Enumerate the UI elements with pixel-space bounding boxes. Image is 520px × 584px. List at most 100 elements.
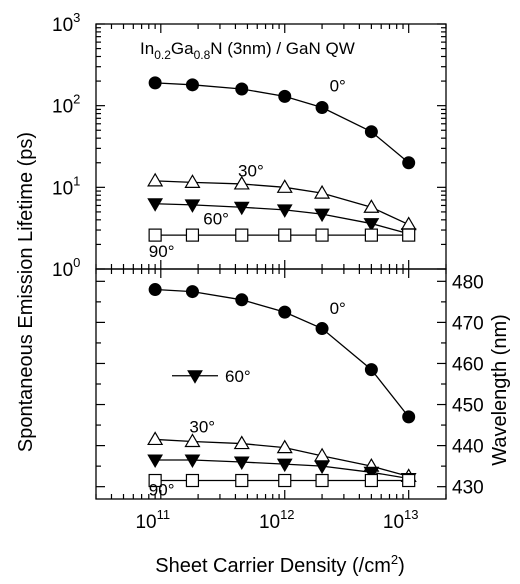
anno-in: In	[140, 39, 154, 58]
sample-annotation: In0.2Ga0.8N (3nm) / GaN QW	[140, 39, 355, 62]
label-bottom-90deg: 90°	[149, 481, 175, 500]
legend-60deg: 60°	[172, 367, 251, 386]
point-open-square	[402, 473, 416, 488]
series-top-1	[147, 172, 417, 231]
point-open-triangle	[400, 216, 417, 231]
point-filled-triangle-down	[184, 454, 201, 468]
point-open-triangle	[147, 431, 164, 446]
point-open-square	[315, 473, 329, 488]
label-top-30deg: 30°	[238, 162, 264, 181]
y-tick-label-top: 100	[52, 255, 80, 281]
anno-in-sub: 0.2	[154, 48, 171, 62]
point-filled-circle	[148, 283, 162, 297]
point-open-square	[148, 228, 162, 242]
point-open-square	[278, 228, 292, 242]
point-filled-circle	[402, 156, 416, 170]
point-filled-circle	[315, 322, 329, 336]
point-open-triangle	[147, 172, 164, 187]
x-axis-title: Sheet Carrier Density (/cm2)	[155, 552, 405, 577]
top-panel-frame	[95, 23, 447, 270]
x-tick-label: 1012	[259, 507, 295, 533]
left-axis-title: Spontaneous Emission Lifetime (ps)	[15, 132, 37, 452]
annotations: 0° 30° 60° 90° 0° 30° 90° 60°	[149, 76, 346, 499]
label-bottom-30deg: 30°	[189, 417, 215, 436]
y-tick-label-bottom: 430	[452, 478, 484, 499]
point-filled-triangle-down	[187, 370, 203, 384]
anno-ga-sub: 0.8	[194, 48, 211, 62]
series-layer	[147, 76, 417, 488]
x-axis-title-close: )	[398, 555, 405, 577]
y-tick-label-base: 10	[52, 178, 73, 199]
y-tick-label-base: 10	[52, 97, 73, 118]
anno-ga: Ga	[171, 39, 194, 58]
point-open-triangle	[276, 179, 293, 193]
label-bottom-0deg: 0°	[330, 299, 346, 318]
point-open-triangle	[184, 433, 201, 448]
point-filled-circle	[364, 363, 378, 377]
point-open-square	[235, 228, 249, 242]
point-filled-circle	[402, 410, 416, 424]
x-tick-label: 1011	[135, 507, 170, 533]
point-filled-triangle-down	[147, 454, 164, 468]
right-axis-title: Wavelength (nm)	[489, 314, 511, 466]
point-filled-triangle-down	[184, 199, 201, 213]
x-tick-label-exp: 11	[157, 507, 171, 522]
y-tick-label-bottom: 440	[452, 437, 484, 458]
point-filled-circle	[235, 82, 249, 96]
point-filled-triangle-down	[314, 208, 330, 223]
x-tick-label-base: 10	[259, 512, 280, 533]
y-tick-label-top: 101	[52, 173, 80, 199]
series-top-3	[148, 228, 416, 242]
label-top-0deg: 0°	[330, 76, 346, 95]
legend-label: 60°	[225, 367, 251, 386]
point-filled-circle	[235, 293, 249, 307]
y-tick-label-bottom: 460	[452, 354, 484, 375]
point-filled-triangle-down	[276, 458, 293, 473]
point-filled-circle	[364, 125, 378, 139]
y-tick-label-top: 103	[52, 10, 80, 36]
point-open-square	[402, 228, 416, 242]
point-open-square	[148, 473, 162, 488]
x-tick-label-base: 10	[135, 512, 156, 533]
point-open-square	[185, 473, 200, 488]
point-open-square	[185, 228, 200, 242]
point-open-triangle	[184, 174, 201, 188]
point-filled-circle	[278, 305, 292, 319]
y-tick-label-bottom: 480	[452, 272, 484, 293]
tick-labels: 1011 1012 10131001011021034304404504604704…	[52, 10, 484, 533]
point-filled-circle	[185, 78, 199, 92]
point-filled-triangle-down	[233, 201, 250, 216]
point-open-triangle	[363, 199, 380, 213]
y-tick-label-exp: 1	[73, 173, 80, 188]
series-bottom-3	[148, 473, 416, 488]
x-tick-label: 1013	[383, 507, 419, 533]
point-filled-circle	[148, 76, 162, 90]
y-tick-label-bottom: 450	[452, 396, 484, 417]
point-filled-circle	[315, 100, 329, 114]
bottom-panel-frame	[95, 268, 447, 500]
point-open-square	[315, 228, 329, 242]
point-open-square	[235, 473, 249, 488]
point-filled-triangle-down	[147, 198, 164, 212]
label-top-90deg: 90°	[149, 242, 175, 261]
label-top-60deg: 60°	[203, 210, 229, 229]
y-tick-label-top: 102	[52, 92, 80, 118]
y-tick-label-exp: 2	[73, 92, 80, 107]
point-filled-circle	[185, 285, 199, 299]
y-tick-label-exp: 3	[73, 10, 80, 25]
series-bottom-0	[148, 283, 416, 424]
point-open-square	[364, 228, 378, 242]
anno-rest: N (3nm) / GaN QW	[210, 39, 355, 58]
x-tick-label-base: 10	[383, 512, 404, 533]
x-axis-title-main: Sheet Carrier Density (/cm	[155, 555, 391, 577]
point-filled-circle	[278, 89, 292, 103]
point-open-square	[364, 473, 378, 488]
x-tick-label-exp: 12	[280, 507, 294, 522]
series-top-0	[148, 76, 416, 170]
point-open-square	[278, 473, 292, 488]
point-open-triangle	[276, 439, 293, 454]
axis-ticks	[95, 23, 447, 499]
point-filled-triangle-down	[363, 466, 380, 481]
x-tick-label-exp: 13	[404, 507, 418, 522]
